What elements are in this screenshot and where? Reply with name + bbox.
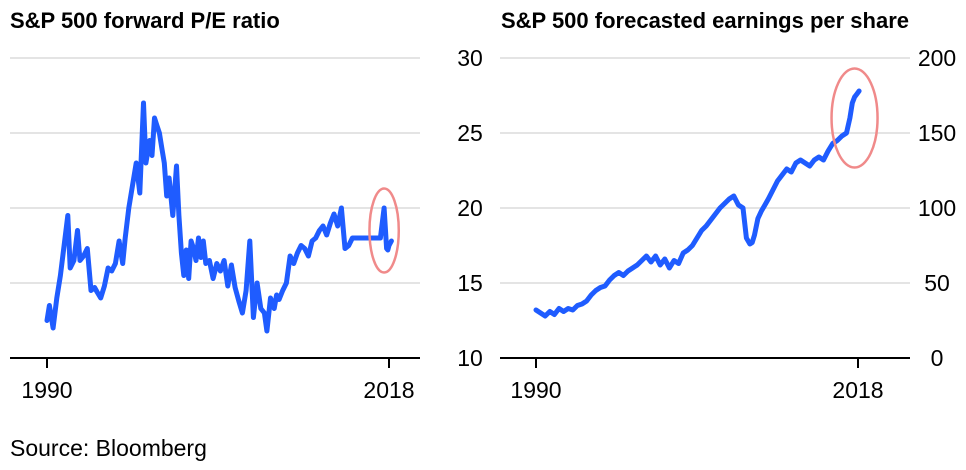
pe-y-tick-20: 20 [457,195,483,221]
eps-chart-title: S&P 500 forecasted earnings per share [501,8,909,33]
pe-x-tick-2018: 2018 [363,377,414,403]
pe-series-line [44,100,394,334]
eps-y-ticks: 0 50 100 150 200 [918,45,956,371]
pe-y-tick-10: 10 [457,345,483,371]
pe-y-tick-15: 15 [457,270,483,296]
pe-y-tick-30: 30 [457,45,483,71]
eps-y-tick-50: 50 [924,270,950,296]
eps-x-ticks: 1990 2018 [510,358,884,403]
eps-y-tick-150: 150 [918,120,956,146]
eps-x-tick-2018: 2018 [832,377,883,403]
eps-x-tick-1990: 1990 [510,377,561,403]
pe-y-tick-25: 25 [457,120,483,146]
eps-series-line [533,88,862,319]
eps-gridlines [500,57,910,284]
pe-x-tick-1990: 1990 [21,377,72,403]
source-note: Source: Bloomberg [10,435,207,461]
pe-ratio-chart: S&P 500 forward P/E ratio 10 15 20 25 30 199… [10,8,483,403]
pe-gridlines [10,57,420,284]
eps-highlight-circle [830,67,879,169]
eps-y-tick-200: 200 [918,45,956,71]
eps-y-tick-100: 100 [918,195,956,221]
pe-chart-title: S&P 500 forward P/E ratio [10,8,280,33]
pe-x-ticks: 1990 2018 [21,358,415,403]
eps-chart: S&P 500 forecasted earnings per share 0 5… [500,8,956,403]
pe-highlight-circle [368,187,401,274]
eps-y-tick-0: 0 [931,345,944,371]
pe-y-ticks: 10 15 20 25 30 [457,45,483,371]
